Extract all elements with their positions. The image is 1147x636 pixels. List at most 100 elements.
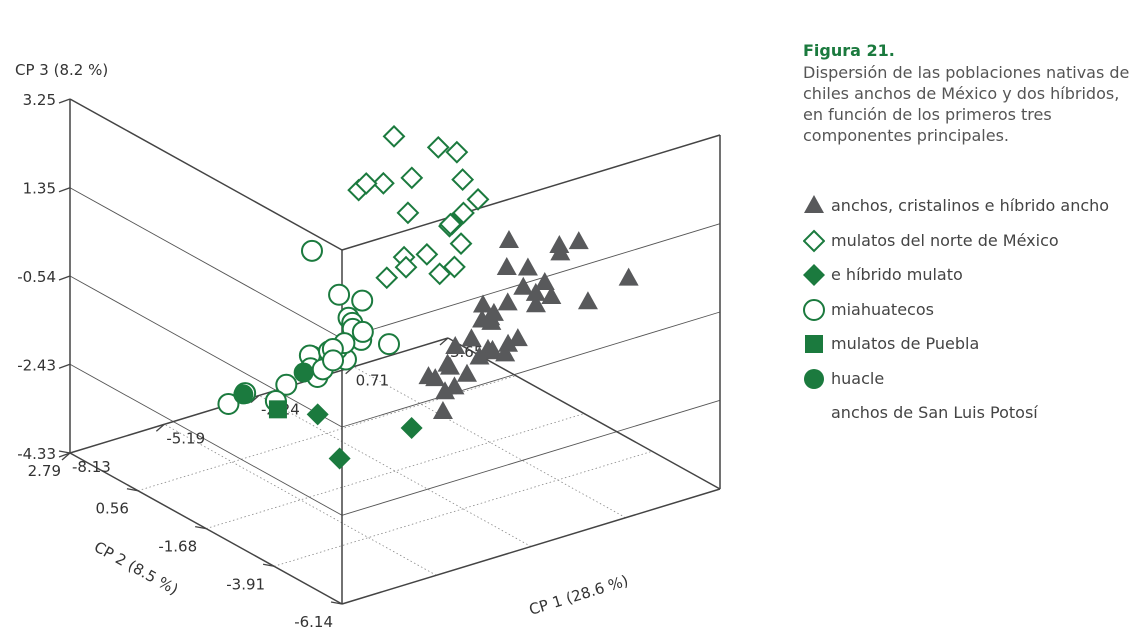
data-point xyxy=(507,328,528,347)
legend-label: miahuatecos xyxy=(831,299,934,319)
data-point xyxy=(400,166,424,190)
data-points xyxy=(217,124,639,470)
x-tick-mark xyxy=(155,423,165,432)
legend-item: anchos, cristalinos e híbrido ancho xyxy=(803,194,1147,229)
data-point xyxy=(354,172,378,195)
z-tick-mark xyxy=(58,187,71,193)
data-point xyxy=(482,339,503,358)
y-tick-label: 0.56 xyxy=(96,500,129,518)
wall-grid-line xyxy=(341,223,721,340)
data-point xyxy=(568,231,589,250)
legend-label: anchos de San Luis Potosí xyxy=(831,403,1038,422)
z-tick-mark xyxy=(58,363,71,369)
series-2 xyxy=(306,403,423,470)
wall-grid-line xyxy=(341,399,721,516)
data-point xyxy=(322,349,345,372)
data-point xyxy=(328,283,351,306)
data-point xyxy=(577,291,598,310)
frame-edge xyxy=(447,337,721,490)
z-tick-label: -0.54 xyxy=(17,268,56,286)
legend-item: anchos de San Luis Potosí xyxy=(803,401,1147,436)
frame-edge xyxy=(69,98,343,251)
legend-marker xyxy=(803,229,825,252)
z-tick-label: 1.35 xyxy=(23,180,56,198)
circle-filled-green-icon xyxy=(804,368,824,389)
data-point xyxy=(525,294,546,313)
frame-edge xyxy=(341,134,721,251)
series-5 xyxy=(233,362,314,405)
data-point xyxy=(268,400,287,419)
data-point xyxy=(437,353,458,372)
wall-grid-line xyxy=(341,311,721,428)
data-point xyxy=(275,373,298,396)
data-point xyxy=(375,266,399,290)
z-tick-label: -2.43 xyxy=(17,356,56,374)
data-point xyxy=(472,294,493,313)
data-point xyxy=(328,447,351,470)
data-point xyxy=(425,368,446,387)
floor-grid-line xyxy=(273,450,653,567)
data-point xyxy=(371,171,395,195)
data-point xyxy=(293,362,314,383)
z-tick-mark xyxy=(58,275,71,281)
legend-marker xyxy=(805,335,823,353)
data-point xyxy=(351,320,374,343)
z-tick-label: -4.33 xyxy=(17,445,56,463)
legend-label: mulatos de Puebla xyxy=(831,334,980,353)
data-point xyxy=(550,242,571,261)
z-tick-label: 3.25 xyxy=(23,91,56,109)
data-point xyxy=(451,168,475,191)
triangle-filled-gray-icon xyxy=(804,195,824,213)
y-tick-label: -6.14 xyxy=(294,613,333,631)
legend-item: huacle xyxy=(803,367,1147,402)
data-point xyxy=(400,417,423,440)
series-4 xyxy=(268,400,287,419)
frame-edge xyxy=(341,488,721,605)
z-tick-mark xyxy=(58,98,71,104)
circle-open-green-icon xyxy=(803,298,825,321)
z-tick-mark xyxy=(58,452,71,458)
chart-legend: anchos, cristalinos e híbrido ancho mulat… xyxy=(803,194,1147,436)
data-point xyxy=(217,392,240,415)
y-tick-mark xyxy=(58,450,71,454)
y-tick-label: 2.79 xyxy=(28,462,61,480)
data-point xyxy=(456,363,477,382)
data-point xyxy=(495,343,516,362)
data-point xyxy=(233,384,254,405)
diamond-filled-green-icon xyxy=(803,264,825,286)
data-point xyxy=(466,187,490,211)
floor-grid-line xyxy=(206,413,585,529)
data-point xyxy=(517,257,538,276)
z-axis-title: CP 3 (8.2 %) xyxy=(15,61,108,79)
legend-marker xyxy=(804,368,824,389)
series-3 xyxy=(217,239,400,415)
figure-caption-text: Dispersión de las poblaciones nativas de… xyxy=(803,63,1130,145)
data-point xyxy=(534,271,555,290)
legend-marker xyxy=(803,298,825,321)
wall-grid-line xyxy=(69,187,343,340)
data-point xyxy=(426,135,450,159)
plot-grid xyxy=(69,187,721,576)
floor-grid-line xyxy=(137,375,517,492)
legend-label: e híbrido mulato xyxy=(831,265,963,284)
wall-grid-line xyxy=(69,275,343,428)
diamond-open-green-icon xyxy=(803,229,825,252)
data-point xyxy=(435,381,456,400)
data-point xyxy=(439,212,462,236)
x-tick-mark xyxy=(61,452,71,461)
data-point xyxy=(432,400,453,419)
data-point xyxy=(461,328,482,347)
legend-marker xyxy=(803,264,825,286)
y-tick-mark xyxy=(126,488,139,492)
legend-item: e híbrido mulato xyxy=(803,263,1147,298)
data-point xyxy=(549,235,570,254)
x-tick-label: -5.19 xyxy=(166,429,205,447)
data-point xyxy=(513,276,534,295)
data-point xyxy=(445,140,469,164)
data-point xyxy=(496,256,517,275)
x-tick-label: 0.71 xyxy=(356,372,389,390)
y-tick-label: -1.68 xyxy=(158,538,197,556)
data-point xyxy=(415,242,439,266)
data-point xyxy=(498,229,519,248)
